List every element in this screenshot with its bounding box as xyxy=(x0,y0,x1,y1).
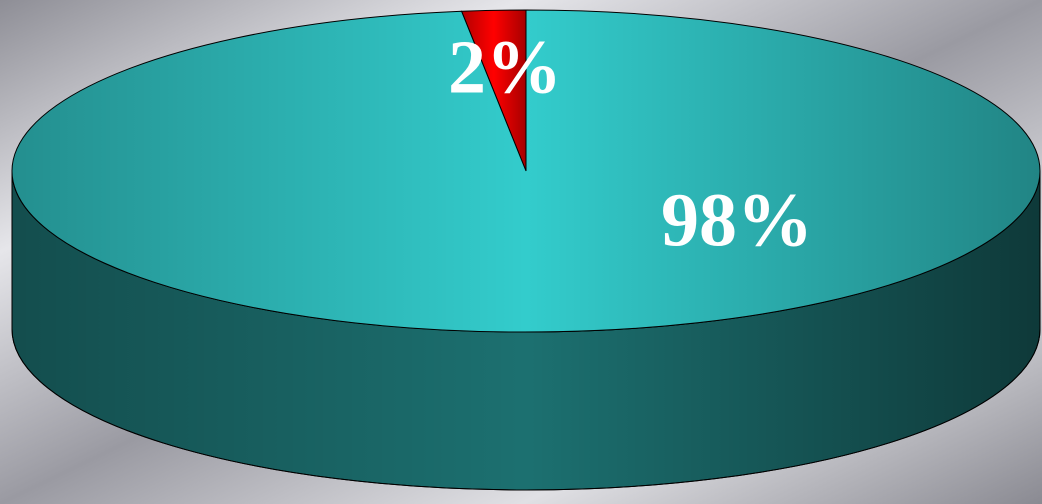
slice-shade xyxy=(12,10,1041,332)
pie-top xyxy=(11,9,1041,333)
pie-labels: 2% 98% xyxy=(448,25,813,262)
slice-label: 2% xyxy=(448,25,562,109)
slice-label: 98% xyxy=(661,178,813,262)
